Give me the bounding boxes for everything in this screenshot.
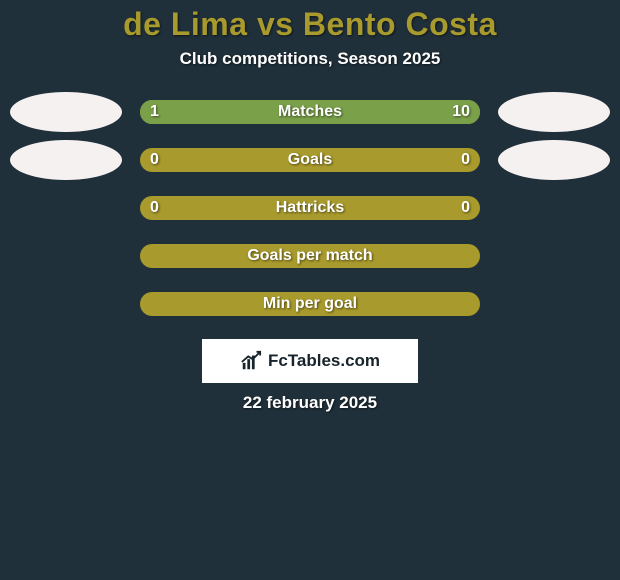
chart-icon: [240, 350, 262, 372]
stat-label: Min per goal: [140, 292, 480, 316]
stat-label: Hattricks: [140, 196, 480, 220]
avatar-spacer: [10, 236, 122, 276]
stat-row: 00Goals: [0, 147, 620, 173]
stat-bar: 00Hattricks: [140, 196, 480, 220]
player1-name: de Lima: [123, 6, 247, 42]
stat-label: Matches: [140, 100, 480, 124]
stat-label: Goals: [140, 148, 480, 172]
player2-avatar: [498, 92, 610, 132]
page-title: de Lima vs Bento Costa: [0, 6, 620, 43]
stat-bar: 00Goals: [140, 148, 480, 172]
player1-avatar: [10, 140, 122, 180]
comparison-card: de Lima vs Bento Costa Club competitions…: [0, 0, 620, 413]
avatar-spacer: [498, 188, 610, 228]
stat-rows: 110Matches 00Goals 00Hattricks Goals per ma…: [0, 99, 620, 317]
stat-bar: Goals per match: [140, 244, 480, 268]
stat-row: 00Hattricks: [0, 195, 620, 221]
avatar-spacer: [498, 284, 610, 324]
avatar-spacer: [10, 188, 122, 228]
brand-box[interactable]: FcTables.com: [202, 339, 418, 383]
avatar-spacer: [10, 284, 122, 324]
stat-label: Goals per match: [140, 244, 480, 268]
avatar-spacer: [498, 236, 610, 276]
brand-text: FcTables.com: [268, 351, 380, 371]
player2-avatar: [498, 140, 610, 180]
stat-row: Min per goal: [0, 291, 620, 317]
player2-name: Bento Costa: [303, 6, 497, 42]
player1-avatar: [10, 92, 122, 132]
stat-row: Goals per match: [0, 243, 620, 269]
date-text: 22 february 2025: [0, 393, 620, 413]
stat-row: 110Matches: [0, 99, 620, 125]
stat-bar: 110Matches: [140, 100, 480, 124]
subtitle: Club competitions, Season 2025: [0, 49, 620, 69]
stat-bar: Min per goal: [140, 292, 480, 316]
title-vs: vs: [257, 6, 294, 42]
